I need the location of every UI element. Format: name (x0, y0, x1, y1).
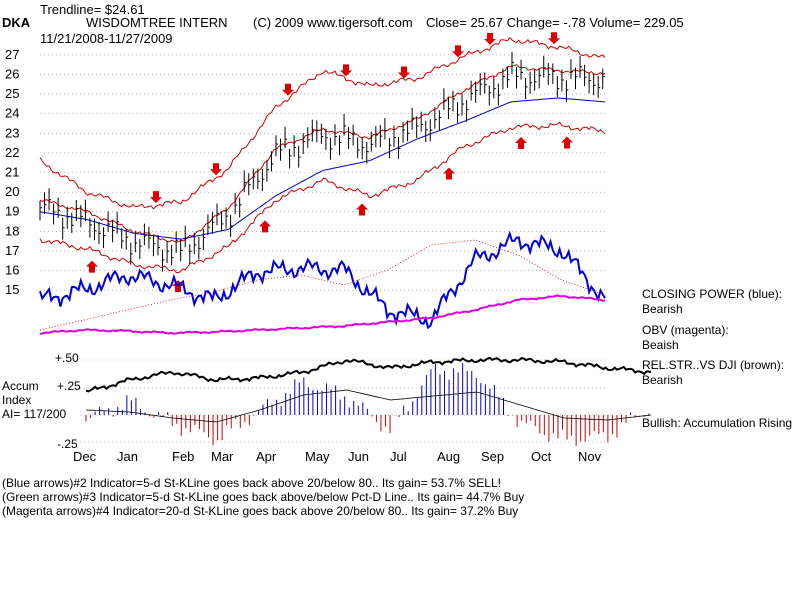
x-tick-label: May (305, 449, 330, 464)
company-name: WISDOMTREE INTERN (86, 15, 228, 30)
obv-series (39, 294, 606, 335)
closing-power-label: CLOSING POWER (blue): (642, 287, 783, 301)
accum-subtitle: Index (2, 393, 32, 407)
x-tick-label: Jun (348, 449, 369, 464)
y-tick-label: 22 (5, 145, 19, 160)
x-tick-label: Feb (172, 449, 194, 464)
obv-line (39, 294, 606, 335)
accum-ma-line (85, 389, 652, 423)
date-range: 11/21/2008-11/27/2009 (40, 31, 173, 46)
legend-magenta-arrows: (Magenta arrows)#4 Indicator=20-d St-KLi… (2, 504, 519, 518)
sell-arrow (340, 64, 352, 77)
closing-power-series (39, 230, 606, 330)
y-tick-label: 26 (5, 66, 19, 81)
buy-arrow (443, 167, 455, 180)
copyright-source: (C) 2009 www.tigersoft.com (253, 15, 413, 30)
obv-value: Beaish (642, 338, 679, 352)
sell-arrow (210, 163, 222, 176)
accum-level-bot: -.25 (57, 437, 78, 451)
accum-title: Accum (2, 379, 39, 393)
x-tick-label: Jul (390, 449, 407, 464)
legend-green-arrows: (Green arrows)#3 Indicator=5-d St-KLine … (2, 490, 525, 504)
sell-arrow (484, 32, 496, 45)
x-axis-labels: Dec Jan Feb Mar Apr May Jun Jul Aug Sep Oct Nov (73, 449, 602, 464)
x-tick-label: Aug (437, 449, 460, 464)
y-tick-label: 20 (5, 184, 19, 199)
y-tick-label: 19 (5, 204, 19, 219)
y-tick-label: 27 (5, 47, 19, 62)
price-stats: Close= 25.67 Change= -.78 Volume= 229.05 (426, 15, 684, 30)
bollinger-bands (39, 36, 606, 274)
sell-arrow (548, 32, 560, 45)
obv-label: OBV (magenta): (642, 323, 729, 337)
upper-band (39, 36, 606, 210)
y-tick-label: 24 (5, 106, 19, 121)
x-tick-label: Dec (73, 449, 97, 464)
sell-arrow (398, 66, 410, 79)
x-tick-label: Sep (481, 449, 504, 464)
buy-arrow (515, 136, 527, 149)
legend-blue-arrows: (Blue arrows)#2 Indicator=5-d St-KLine g… (2, 476, 501, 490)
ma-line (39, 97, 606, 240)
trendline-label: Trendline= $24.61 (40, 2, 145, 17)
price-bars (39, 51, 605, 272)
price-chart: 15 16 17 18 19 20 21 22 23 24 25 26 27 Dec Jan Feb Mar A… (5, 32, 652, 464)
mid-band (39, 64, 606, 243)
y-axis-labels: 15 16 17 18 19 20 21 22 23 24 25 26 27 (5, 47, 19, 297)
accumulation-panel (85, 356, 652, 446)
accum-level-top: +.50 (55, 351, 79, 365)
closing-power-line (39, 230, 606, 331)
x-tick-label: Mar (211, 449, 234, 464)
y-tick-label: 21 (5, 165, 19, 180)
closing-power-value: Bearish (642, 302, 683, 316)
bullish-note: Bullish: Accumulation Rising (642, 416, 793, 430)
buy-arrow (356, 203, 368, 216)
y-tick-label: 18 (5, 223, 19, 238)
x-tick-label: Oct (531, 449, 552, 464)
relative-strength-line (85, 356, 652, 393)
y-tick-label: 15 (5, 282, 19, 297)
closing-power-ma (39, 239, 606, 331)
buy-arrow (259, 220, 271, 233)
moving-average (39, 97, 606, 240)
signal-arrows (86, 32, 573, 293)
y-tick-label: 17 (5, 243, 19, 258)
x-tick-label: Nov (578, 449, 602, 464)
accum-ai-value: AI= 117/200 (2, 407, 67, 421)
y-tick-label: 16 (5, 263, 19, 278)
sell-arrow (452, 45, 464, 58)
buy-arrow (561, 136, 573, 149)
relstr-label: REL.STR..VS DJI (brown): (642, 358, 785, 372)
sell-arrow (282, 83, 294, 96)
buy-arrow (86, 260, 98, 273)
y-tick-label: 23 (5, 125, 19, 140)
sell-arrow (150, 191, 162, 204)
ticker-symbol: DKA (2, 15, 31, 30)
y-tick-label: 25 (5, 86, 19, 101)
x-tick-label: Apr (256, 449, 277, 464)
x-tick-label: Jan (117, 449, 138, 464)
relstr-value: Bearish (642, 373, 683, 387)
accum-level-mid: +.25 (57, 379, 81, 393)
lower-band (39, 121, 606, 274)
